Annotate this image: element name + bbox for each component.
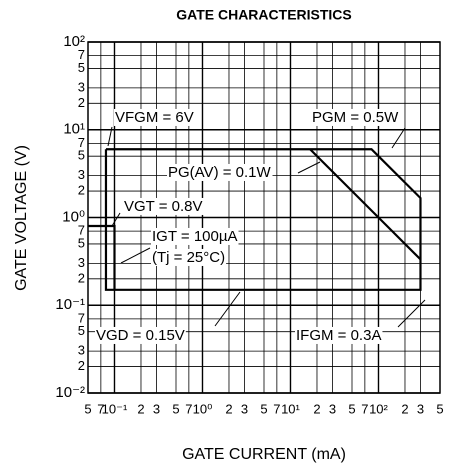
leader-line: [111, 212, 121, 227]
annotation: PG(AV) = 0.1W: [168, 164, 272, 181]
y-tick-label: 10²: [63, 33, 85, 50]
y-tick-label: 7: [78, 310, 85, 325]
y-tick-label: 2: [78, 270, 85, 285]
annotation: VFGM = 6V: [115, 109, 194, 126]
annotation: (Tj = 25°C): [152, 249, 225, 266]
y-axis-label: GATE VOLTAGE (V): [13, 145, 30, 291]
y-tick-label: 2: [78, 358, 85, 373]
x-tick-label: 7: [185, 401, 192, 416]
y-tick-label: 2: [78, 95, 85, 110]
annotation-background: [167, 163, 273, 181]
y-tick-label: 3: [78, 167, 85, 182]
x-tick-label: 7: [273, 401, 280, 416]
leader-line: [391, 127, 406, 149]
y-tick-label: 5: [78, 323, 85, 338]
y-tick-label: 7: [78, 47, 85, 62]
y-tick-label: 10⁻¹: [55, 296, 85, 313]
chart-title: GATE CHARACTERISTICS: [176, 7, 352, 23]
leader-line: [214, 291, 241, 327]
x-tick-label: 10¹: [281, 401, 300, 416]
y-tick-label: 3: [78, 343, 85, 358]
y-tick-label: 3: [78, 79, 85, 94]
x-axis-label: GATE CURRENT (mA): [182, 446, 346, 463]
annotation-background: [151, 227, 239, 245]
annotation: VGT = 0.8V: [124, 198, 203, 215]
x-tick-label: 5: [260, 401, 267, 416]
y-tick-label: 7: [78, 223, 85, 238]
y-tick-label: 5: [78, 148, 85, 163]
y-tick-label: 5: [78, 235, 85, 250]
y-tick-label: 2: [78, 183, 85, 198]
annotation: IFGM = 0.3A: [296, 327, 381, 344]
x-tick-label: 5: [436, 401, 443, 416]
leader-line: [397, 299, 426, 328]
x-tick-label: 10⁰: [193, 401, 213, 416]
x-tick-label: 3: [329, 401, 336, 416]
x-tick-label: 3: [241, 401, 248, 416]
x-tick-label: 3: [417, 401, 424, 416]
curve: [88, 224, 116, 290]
x-tick-label: 3: [153, 401, 160, 416]
annotation-background: [311, 108, 401, 126]
x-tick-label: 5: [348, 401, 355, 416]
leader-line: [297, 161, 321, 174]
y-tick-label: 10⁻²: [55, 384, 85, 401]
annotation-background: [95, 326, 186, 344]
annotation: IGT = 100µA: [152, 228, 238, 245]
y-tick-label: 10¹: [63, 121, 85, 138]
y-tick-label: 3: [78, 255, 85, 270]
annotation-background: [114, 108, 195, 126]
x-tick-label: 5: [84, 401, 91, 416]
annotation: PGM = 0.5W: [312, 109, 399, 126]
x-tick-label: 2: [313, 401, 320, 416]
annotation: VGD = 0.15V: [96, 327, 185, 344]
x-tick-label: 2: [401, 401, 408, 416]
x-tick-label: 10⁻¹: [102, 401, 128, 416]
y-tick-label: 10⁰: [62, 208, 85, 225]
y-tick-label: 7: [78, 135, 85, 150]
x-tick-label: 7: [97, 401, 104, 416]
x-tick-label: 7: [361, 401, 368, 416]
annotation-background: [123, 197, 204, 215]
curve: [104, 148, 422, 291]
annotation-background: [151, 248, 227, 266]
x-tick-label: 2: [137, 401, 144, 416]
x-tick-label: 5: [172, 401, 179, 416]
x-tick-label: 2: [225, 401, 232, 416]
leader-line: [120, 247, 151, 264]
annotation-background: [295, 326, 383, 344]
y-tick-label: 5: [78, 60, 85, 75]
curve: [309, 148, 422, 261]
x-tick-label: 10²: [369, 401, 388, 416]
leader-line: [107, 126, 113, 147]
